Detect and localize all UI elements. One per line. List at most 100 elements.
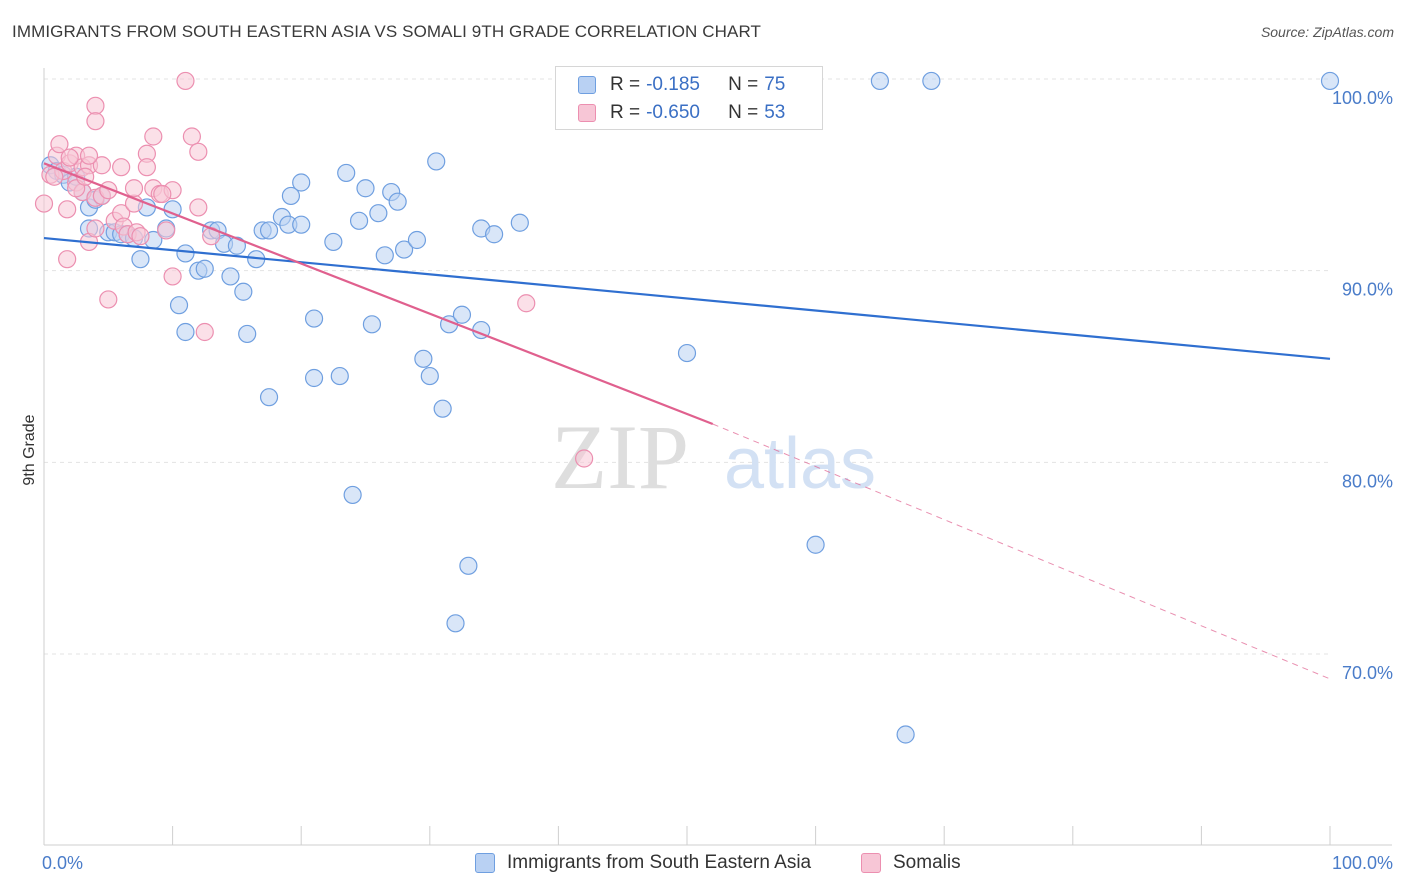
legend-n-value: 75 — [764, 74, 786, 95]
data-point — [163, 267, 182, 286]
data-point — [131, 250, 150, 269]
data-point — [50, 135, 69, 154]
watermark: ZIP atlas — [551, 406, 876, 508]
data-point — [407, 230, 427, 250]
data-point — [234, 282, 253, 301]
data-point — [362, 315, 382, 334]
data-point — [86, 96, 105, 115]
data-point — [427, 152, 446, 171]
data-point — [433, 399, 452, 418]
legend-n-value: 53 — [764, 102, 786, 123]
data-point — [99, 290, 118, 309]
data-point — [60, 148, 79, 167]
legend-n-label: N = — [728, 74, 759, 95]
series-legend: Immigrants from South Eastern Asia Somal… — [0, 852, 1406, 878]
legend-r-label: R = — [610, 74, 641, 95]
data-point — [58, 200, 77, 219]
data-point — [189, 198, 208, 217]
data-point — [169, 296, 189, 315]
data-point — [195, 259, 214, 278]
data-point — [343, 485, 362, 505]
data-point — [304, 368, 324, 388]
data-point — [131, 227, 150, 246]
data-point — [870, 71, 890, 91]
data-point — [806, 535, 825, 554]
x-tick-label: 100.0% — [1332, 853, 1393, 873]
data-point — [176, 322, 195, 342]
data-point — [388, 192, 407, 211]
data-point — [153, 184, 172, 204]
data-point — [176, 244, 195, 263]
data-point — [414, 349, 433, 368]
trend-lines — [43, 162, 1331, 680]
legend-r-value: -0.185 — [646, 74, 700, 95]
data-point — [922, 71, 941, 91]
data-point — [394, 240, 414, 259]
data-point — [292, 215, 311, 234]
y-tick-label: 70.0% — [1342, 663, 1393, 683]
data-point — [195, 322, 214, 342]
data-point — [356, 179, 375, 198]
data-point — [112, 158, 131, 177]
data-point — [1320, 71, 1340, 91]
y-tick-label: 100.0% — [1332, 88, 1393, 108]
axes — [43, 68, 1392, 846]
data-point — [485, 225, 504, 244]
data-point — [124, 179, 144, 198]
data-point — [459, 556, 478, 575]
data-point — [324, 232, 343, 252]
data-point — [259, 221, 279, 240]
watermark-atlas: atlas — [724, 424, 876, 504]
y-axis-label: 9th Grade — [21, 414, 38, 485]
data-point — [92, 156, 111, 175]
chart-title: IMMIGRANTS FROM SOUTH EASTERN ASIA VS SO… — [12, 22, 762, 41]
data-point — [157, 221, 176, 240]
legend-swatch-pink — [578, 104, 596, 122]
data-point — [330, 366, 349, 386]
data-point — [176, 71, 195, 91]
data-point — [896, 725, 915, 744]
legend-row-pink: R = -0.650 N = 53 — [578, 99, 785, 127]
legend-item-immigrants[interactable]: Immigrants from South Eastern Asia — [475, 852, 811, 874]
data-point — [79, 146, 99, 165]
data-point — [238, 324, 257, 344]
trend-line-pink-extension — [712, 423, 1331, 680]
data-point — [375, 246, 394, 265]
data-point — [446, 614, 465, 633]
legend-r-value: -0.650 — [646, 102, 700, 123]
legend-item-label: Somalis — [893, 852, 961, 873]
data-point — [337, 163, 356, 183]
grid-lines — [44, 78, 1330, 655]
legend-item-somalis[interactable]: Somalis — [861, 852, 961, 874]
watermark-zip: ZIP — [551, 406, 689, 508]
data-point — [510, 213, 529, 232]
legend-item-label: Immigrants from South Eastern Asia — [507, 852, 812, 873]
trend-line-blue — [43, 236, 1331, 360]
data-point — [281, 186, 301, 206]
y-tick-label: 80.0% — [1342, 471, 1393, 491]
data-point — [227, 236, 246, 255]
data-point — [304, 309, 324, 328]
series-blue-points — [41, 71, 1340, 744]
data-point — [86, 112, 105, 131]
data-point — [575, 449, 594, 468]
source-label: Source: ZipAtlas.com — [1260, 24, 1394, 40]
x-tick-label: 0.0% — [42, 853, 83, 873]
data-point — [58, 250, 77, 269]
data-point — [144, 127, 163, 146]
data-point — [349, 211, 369, 230]
legend-swatch-blue — [578, 76, 596, 94]
data-point — [182, 127, 201, 146]
data-point — [517, 294, 536, 313]
data-point — [259, 388, 279, 407]
legend-swatch-pink — [861, 853, 881, 873]
data-point — [369, 204, 388, 223]
stats-legend: R = -0.185 N = 75 R = -0.650 N = 53 — [555, 66, 823, 130]
data-point — [452, 305, 472, 324]
trend-line-pink — [43, 162, 714, 426]
y-tick-label: 90.0% — [1342, 280, 1393, 300]
data-point — [137, 158, 156, 177]
legend-swatch-blue — [475, 853, 495, 873]
tick-labels: 100.0% 90.0% 80.0% 70.0% 0.0% 100.0% — [42, 88, 1393, 873]
